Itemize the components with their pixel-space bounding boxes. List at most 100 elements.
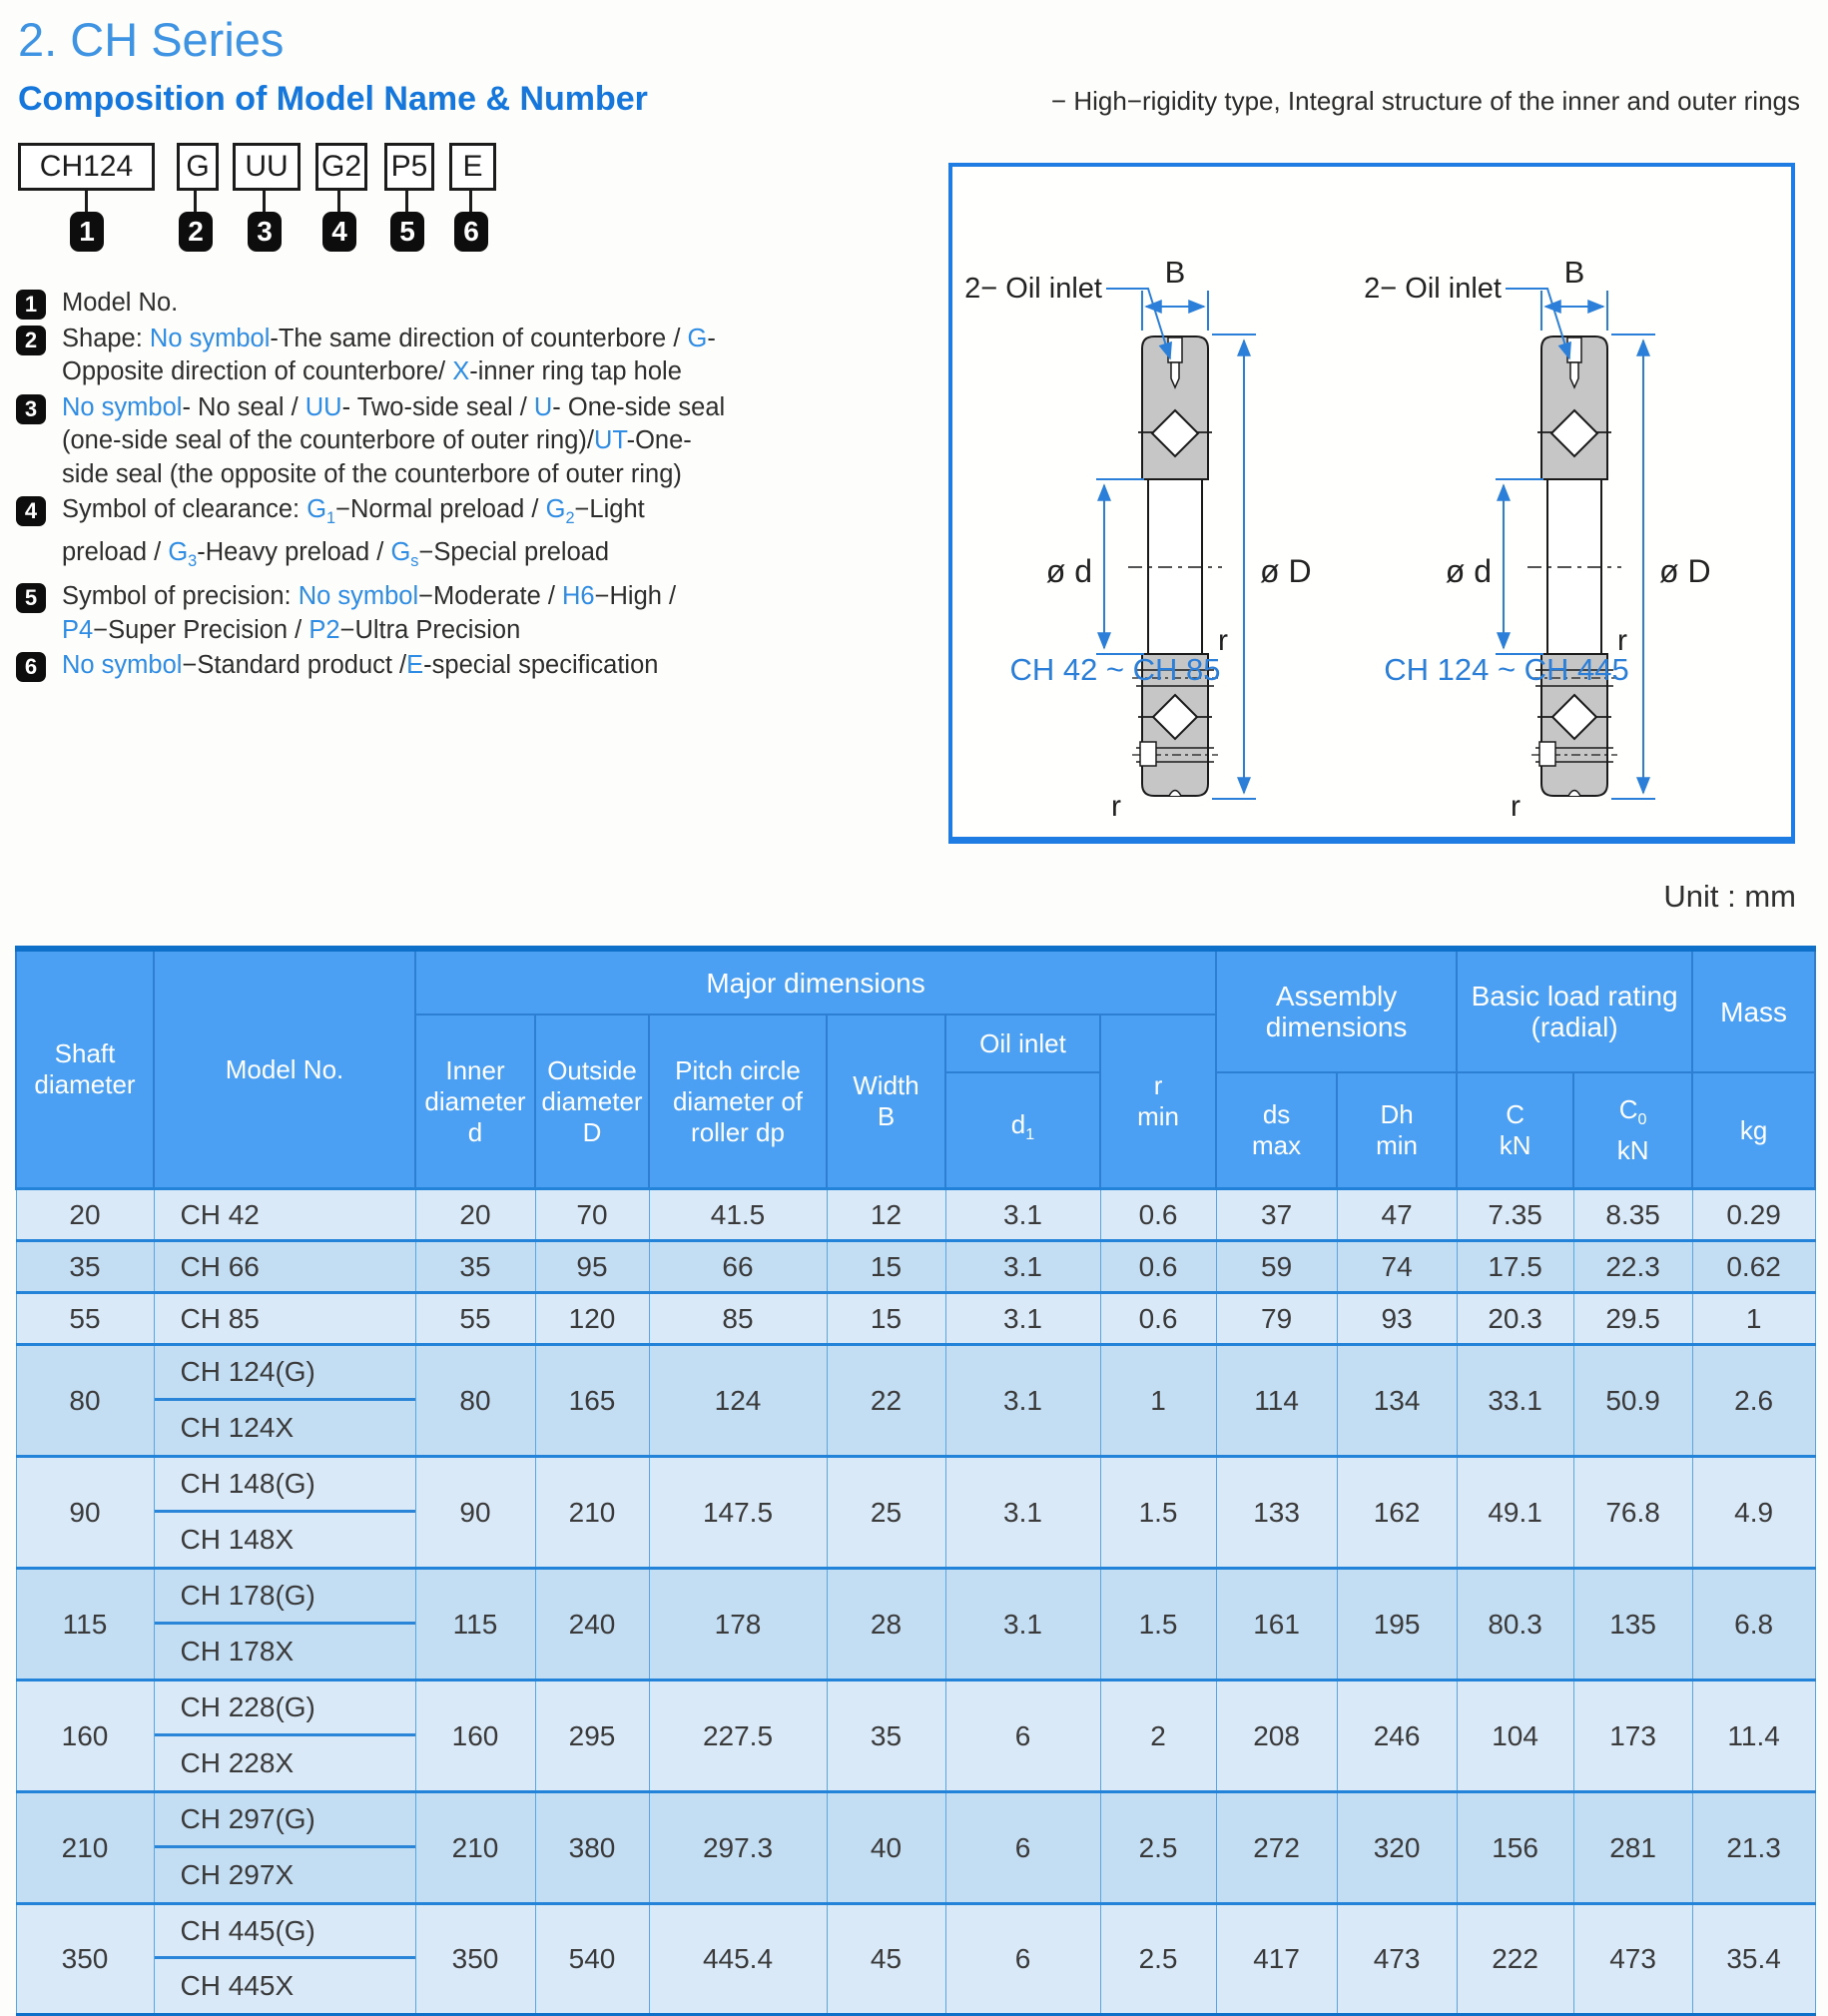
model-code-legend: 1 Model No. 2 Shape: No symbol-The same dir…	[14, 287, 729, 685]
table-cell: 7.35	[1456, 1187, 1574, 1242]
table-cell: 80.3	[1456, 1567, 1574, 1681]
col-header-outside-diameter: Outside diameter D	[534, 1013, 650, 1190]
table-cell: 1	[1099, 1343, 1217, 1458]
table-cell: 55	[414, 1291, 536, 1346]
table-cell: 115	[414, 1567, 536, 1681]
cell-shaft-diameter: 160	[15, 1679, 155, 1793]
table-cell: 156	[1456, 1790, 1574, 1905]
table-cell: 272	[1215, 1790, 1338, 1905]
table-cell: 208	[1215, 1679, 1338, 1793]
table-cell: 95	[534, 1239, 650, 1294]
table-row: 20 CH 42 20 70 41.5 12 3.1 0.6 37 47 7.35 8.35 0.29	[15, 1187, 1816, 1242]
model-code-box-4: G2	[315, 143, 367, 191]
table-cell: 47	[1336, 1187, 1458, 1242]
legend-number-badge: 1	[16, 290, 46, 320]
table-cell: 29.5	[1572, 1291, 1693, 1346]
r-label: r	[1511, 790, 1521, 823]
model-code-stem	[85, 189, 88, 213]
table-cell: 6	[944, 1790, 1101, 1905]
spec-table-wrap: Shaft diameter Model No. Major dimension…	[15, 946, 1817, 2016]
width-b-label: B	[1564, 255, 1585, 290]
table-cell: 6	[944, 1902, 1101, 2016]
model-code-badge-1: 1	[70, 212, 104, 252]
col-header-oil-inlet: Oil inlet	[944, 1013, 1101, 1073]
table-cell: 6.8	[1691, 1567, 1816, 1681]
table-cell: 380	[534, 1790, 650, 1905]
model-code-badge-6: 6	[454, 212, 488, 252]
table-cell: 1	[1691, 1291, 1816, 1346]
r-label: r	[1111, 790, 1121, 823]
model-code-badge-4: 4	[322, 212, 356, 252]
oil-inlet-label: 2− Oil inlet	[964, 273, 1102, 305]
table-cell: 173	[1572, 1679, 1693, 1793]
table-cell: 11.4	[1691, 1679, 1816, 1793]
table-cell: 15	[826, 1291, 946, 1346]
cell-shaft-diameter: 20	[15, 1187, 155, 1242]
table-cell: 195	[1336, 1567, 1458, 1681]
cell-model-no: CH 42	[153, 1187, 416, 1242]
table-cell: 210	[534, 1455, 650, 1570]
table-cell: 70	[534, 1187, 650, 1242]
cell-model-no: CH 124(G) CH 124X	[153, 1343, 416, 1458]
model-range-label: CH 124 ~ CH 445	[1384, 652, 1629, 687]
table-cell: 37	[1215, 1187, 1338, 1242]
model-code-box-1: CH124	[18, 143, 155, 191]
table-cell: 3.1	[944, 1239, 1101, 1294]
table-cell: 1.5	[1099, 1455, 1217, 1570]
table-cell: 50.9	[1572, 1343, 1693, 1458]
table-cell: 80	[414, 1343, 536, 1458]
table-cell: 45	[826, 1902, 946, 2016]
cell-model-no: CH 297(G) CH 297X	[153, 1790, 416, 1905]
col-header-width-b: Width B	[826, 1013, 946, 1190]
cell-model-no: CH 85	[153, 1291, 416, 1346]
legend-number-badge: 2	[16, 325, 46, 355]
model-code-box-3: UU	[233, 143, 301, 191]
model-range-label: CH 42 ~ CH 85	[1009, 652, 1220, 687]
legend-number-badge: 6	[16, 652, 46, 683]
model-code-badge-5: 5	[390, 212, 424, 252]
legend-item: 1 Model No.	[14, 287, 729, 321]
table-cell: 540	[534, 1902, 650, 2016]
model-code-stem	[469, 189, 472, 213]
cell-shaft-diameter: 350	[15, 1902, 155, 2016]
table-cell: 41.5	[648, 1187, 828, 1242]
table-cell: 210	[414, 1790, 536, 1905]
col-header-shaft-diameter: Shaft diameter	[15, 948, 155, 1190]
table-cell: 350	[414, 1902, 536, 2016]
high-rigidity-note: − High−rigidity type, Integral structure…	[1050, 86, 1800, 116]
bore-d-label: ø d	[1446, 553, 1492, 589]
col-header-c-kn: C kN	[1456, 1071, 1575, 1190]
bearing-diagram-panel: 2− Oil inlet 2− Oil inlet B B ø d ø d ø …	[948, 163, 1795, 844]
table-row: 115 CH 178(G) CH 178X 115 240 178 28 3.1 1.5 161 1…	[15, 1567, 1816, 1681]
group-header-assembly-dimensions: Assembly dimensions	[1215, 948, 1459, 1073]
table-cell: 3.1	[944, 1343, 1101, 1458]
table-cell: 20	[414, 1187, 536, 1242]
table-cell: 135	[1572, 1567, 1693, 1681]
table-cell: 33.1	[1456, 1343, 1574, 1458]
cell-shaft-diameter: 80	[15, 1343, 155, 1458]
bore-d-label: ø d	[1046, 553, 1092, 589]
legend-number-badge: 5	[16, 583, 46, 614]
unit-label: Unit : mm	[1663, 879, 1796, 914]
legend-item: 4 Symbol of clearance: G1−Normal preload …	[14, 493, 729, 578]
group-header-mass: Mass	[1691, 948, 1817, 1073]
outer-d-label: ø D	[1260, 553, 1312, 589]
table-cell: 161	[1215, 1567, 1338, 1681]
table-row: 350 CH 445(G) CH 445X 350 540 445.4 45 6 2.5 417 4…	[15, 1902, 1816, 2016]
model-code-stem	[194, 189, 197, 213]
table-cell: 0.6	[1099, 1239, 1217, 1294]
legend-item: 6 No symbol−Standard product /E-special s…	[14, 649, 729, 683]
width-b-label: B	[1165, 255, 1186, 290]
table-row: 90 CH 148(G) CH 148X 90 210 147.5 25 3.1 1.5 133 1…	[15, 1455, 1816, 1570]
col-header-kg: kg	[1691, 1071, 1817, 1190]
legend-text: Symbol of clearance: G1−Normal preload /…	[62, 495, 645, 570]
cell-shaft-diameter: 55	[15, 1291, 155, 1346]
col-header-model-no: Model No.	[153, 948, 416, 1190]
table-cell: 66	[648, 1239, 828, 1294]
col-header-pitch-circle-diameter: Pitch circle diameter of roller dp	[648, 1013, 828, 1190]
table-cell: 15	[826, 1239, 946, 1294]
table-cell: 2.6	[1691, 1343, 1816, 1458]
table-cell: 22.3	[1572, 1239, 1693, 1294]
table-cell: 0.6	[1099, 1187, 1217, 1242]
legend-number-badge: 4	[16, 496, 46, 526]
